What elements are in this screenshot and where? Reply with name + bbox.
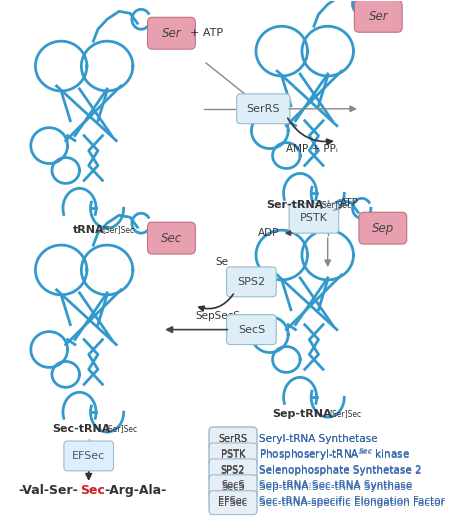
FancyBboxPatch shape: [209, 459, 257, 483]
Text: PSTK: PSTK: [221, 449, 245, 460]
Text: PSTK: PSTK: [300, 213, 328, 223]
Text: Sep-tRNA: Sep-tRNA: [273, 409, 332, 419]
FancyBboxPatch shape: [209, 443, 257, 467]
Text: Sec-tRNA: Sec-tRNA: [52, 424, 110, 434]
Text: Seryl-tRNA Synthetase: Seryl-tRNA Synthetase: [259, 434, 377, 444]
FancyBboxPatch shape: [289, 203, 339, 233]
Text: Sec-tRNA-specific Elongation Factor: Sec-tRNA-specific Elongation Factor: [259, 496, 445, 506]
Text: Sec: Sec: [161, 232, 182, 245]
Text: Phosphoseryl-tRNA$^{Sec}$ kinase: Phosphoseryl-tRNA$^{Sec}$ kinase: [259, 447, 410, 463]
FancyBboxPatch shape: [147, 222, 195, 254]
Text: Sep-tRNA:Sec-tRNA Synthase: Sep-tRNA:Sec-tRNA Synthase: [259, 480, 412, 490]
Text: SecS: SecS: [238, 325, 265, 334]
FancyBboxPatch shape: [359, 212, 407, 244]
FancyBboxPatch shape: [64, 441, 114, 471]
FancyBboxPatch shape: [209, 427, 257, 451]
Text: Se: Se: [216, 257, 228, 267]
Text: SerRS: SerRS: [246, 104, 280, 114]
Text: EFSec: EFSec: [72, 451, 105, 461]
Text: SPS2: SPS2: [237, 277, 265, 287]
Text: SepSecS: SepSecS: [196, 311, 241, 321]
Text: Ser: Ser: [368, 10, 388, 23]
FancyBboxPatch shape: [209, 489, 257, 513]
FancyBboxPatch shape: [209, 474, 257, 497]
FancyBboxPatch shape: [355, 1, 402, 32]
Text: Sec: Sec: [81, 484, 105, 497]
Text: Selenophosphate Synthetase 2: Selenophosphate Synthetase 2: [259, 466, 421, 476]
Text: PSTK: PSTK: [221, 450, 245, 460]
Text: [Ser]Sec: [Ser]Sec: [102, 225, 135, 234]
Text: Seryl-tRNA Synthetase: Seryl-tRNA Synthetase: [259, 434, 377, 444]
Text: -Arg-Ala-: -Arg-Ala-: [104, 484, 166, 497]
Text: Selenophosphate Synthetase 2: Selenophosphate Synthetase 2: [259, 465, 421, 475]
FancyBboxPatch shape: [209, 475, 257, 499]
FancyBboxPatch shape: [227, 267, 276, 297]
FancyBboxPatch shape: [209, 491, 257, 514]
FancyBboxPatch shape: [227, 315, 276, 344]
Text: -Val-Ser-: -Val-Ser-: [18, 484, 78, 497]
Text: Sep: Sep: [372, 222, 394, 235]
Text: AMP + PPᵢ: AMP + PPᵢ: [286, 144, 338, 154]
Text: tRNA: tRNA: [73, 225, 105, 235]
Text: Ser-tRNA: Ser-tRNA: [266, 200, 323, 210]
Text: EFSec: EFSec: [219, 498, 247, 508]
Text: SPS2: SPS2: [221, 466, 245, 476]
FancyBboxPatch shape: [209, 458, 257, 482]
Text: Sec-tRNA-specific Elongation Factor: Sec-tRNA-specific Elongation Factor: [259, 498, 445, 508]
Text: + ATP: + ATP: [190, 28, 223, 38]
FancyBboxPatch shape: [209, 427, 257, 451]
Text: EFSec: EFSec: [219, 496, 247, 506]
Text: Phosphoseryl-tRNA$^{Sec}$ kinase: Phosphoseryl-tRNA$^{Sec}$ kinase: [259, 447, 410, 462]
FancyBboxPatch shape: [209, 443, 257, 466]
Text: [Ser]Sec: [Ser]Sec: [319, 200, 352, 209]
Text: Ser: Ser: [162, 27, 181, 40]
FancyBboxPatch shape: [147, 17, 195, 49]
Text: ADP: ADP: [257, 228, 279, 238]
Text: [Ser]Sec: [Ser]Sec: [329, 409, 362, 418]
Text: SPS2: SPS2: [221, 465, 245, 475]
FancyBboxPatch shape: [237, 94, 290, 124]
Text: SerRS: SerRS: [219, 434, 247, 444]
Text: SecS: SecS: [221, 482, 245, 492]
Text: [Ser]Sec: [Ser]Sec: [105, 424, 137, 433]
Text: Sep-tRNA:Sec-tRNA Synthase: Sep-tRNA:Sec-tRNA Synthase: [259, 482, 412, 492]
Text: ATP: ATP: [340, 199, 358, 208]
Text: SerRS: SerRS: [219, 434, 247, 444]
Text: SecS: SecS: [221, 480, 245, 490]
